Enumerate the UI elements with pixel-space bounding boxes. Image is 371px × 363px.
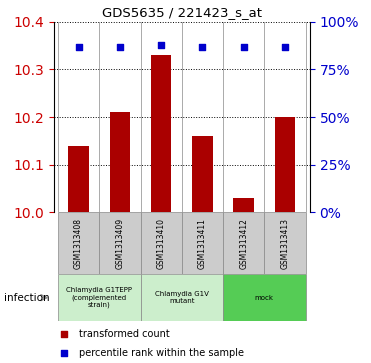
Text: GSM1313411: GSM1313411 — [198, 218, 207, 269]
Point — [76, 44, 82, 49]
Bar — [151, 55, 171, 212]
Text: infection: infection — [4, 293, 49, 303]
Bar — [223, 274, 306, 321]
Point — [282, 44, 288, 49]
Text: Chlamydia G1TEPP
(complemented
strain): Chlamydia G1TEPP (complemented strain) — [66, 287, 132, 308]
Point — [117, 44, 123, 49]
Text: GSM1313410: GSM1313410 — [157, 218, 165, 269]
Text: percentile rank within the sample: percentile rank within the sample — [79, 348, 244, 358]
Bar — [141, 274, 223, 321]
Text: GSM1313409: GSM1313409 — [115, 218, 124, 269]
Text: GSM1313413: GSM1313413 — [280, 218, 289, 269]
Bar — [233, 198, 254, 212]
Bar — [141, 212, 182, 274]
Bar — [68, 146, 89, 212]
Bar — [223, 212, 265, 274]
Text: GSM1313412: GSM1313412 — [239, 218, 248, 269]
Point — [241, 44, 247, 49]
Text: transformed count: transformed count — [79, 329, 170, 339]
Bar — [265, 212, 306, 274]
Text: Chlamydia G1V
mutant: Chlamydia G1V mutant — [155, 291, 209, 304]
Bar — [109, 112, 130, 212]
Text: GSM1313408: GSM1313408 — [74, 218, 83, 269]
Bar — [99, 212, 141, 274]
Bar — [58, 212, 99, 274]
Text: mock: mock — [255, 295, 274, 301]
Point — [61, 331, 67, 337]
Bar — [275, 117, 295, 212]
Bar — [182, 212, 223, 274]
Bar — [58, 274, 141, 321]
Point — [200, 44, 206, 49]
Point — [61, 350, 67, 356]
Title: GDS5635 / 221423_s_at: GDS5635 / 221423_s_at — [102, 6, 262, 19]
Bar — [192, 136, 213, 212]
Point — [158, 42, 164, 48]
